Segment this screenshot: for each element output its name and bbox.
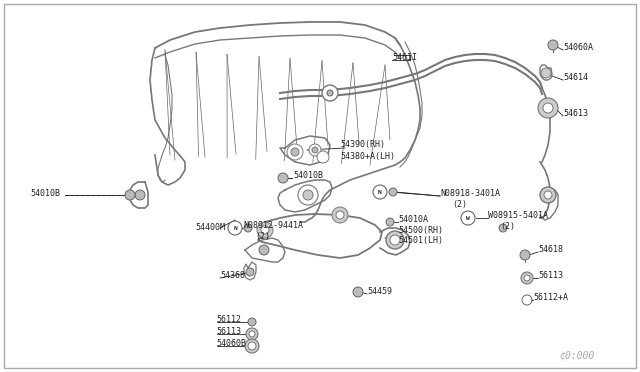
Circle shape bbox=[248, 342, 256, 350]
Circle shape bbox=[327, 90, 333, 96]
Circle shape bbox=[278, 173, 288, 183]
Text: N: N bbox=[378, 189, 382, 195]
Text: 54400M: 54400M bbox=[195, 224, 225, 232]
Text: (2): (2) bbox=[255, 232, 270, 241]
Circle shape bbox=[390, 235, 400, 245]
Circle shape bbox=[538, 98, 558, 118]
Circle shape bbox=[298, 185, 318, 205]
Circle shape bbox=[332, 207, 348, 223]
Text: 54501(LH): 54501(LH) bbox=[398, 235, 443, 244]
Text: 54010B: 54010B bbox=[293, 171, 323, 180]
Text: N: N bbox=[233, 225, 237, 231]
Circle shape bbox=[312, 147, 318, 153]
Text: (2): (2) bbox=[500, 221, 515, 231]
Text: 54614: 54614 bbox=[563, 74, 588, 83]
Circle shape bbox=[322, 85, 338, 101]
Circle shape bbox=[461, 211, 475, 225]
Circle shape bbox=[303, 190, 313, 200]
Text: 54390(RH): 54390(RH) bbox=[340, 141, 385, 150]
Circle shape bbox=[261, 226, 269, 234]
Circle shape bbox=[246, 268, 254, 276]
Circle shape bbox=[389, 188, 397, 196]
Circle shape bbox=[244, 224, 252, 232]
Text: 54010B: 54010B bbox=[30, 189, 60, 198]
Circle shape bbox=[540, 187, 556, 203]
Text: 56113: 56113 bbox=[216, 327, 241, 337]
Circle shape bbox=[135, 190, 145, 200]
Circle shape bbox=[353, 287, 363, 297]
Circle shape bbox=[309, 144, 321, 156]
Circle shape bbox=[249, 331, 255, 337]
Text: 54380+A(LH): 54380+A(LH) bbox=[340, 151, 395, 160]
Text: 54500(RH): 54500(RH) bbox=[398, 225, 443, 234]
Circle shape bbox=[287, 144, 303, 160]
Text: 56112: 56112 bbox=[216, 315, 241, 324]
Text: 54368: 54368 bbox=[220, 270, 245, 279]
Circle shape bbox=[291, 148, 299, 156]
Circle shape bbox=[125, 190, 135, 200]
Circle shape bbox=[499, 224, 507, 232]
Circle shape bbox=[548, 40, 558, 50]
Circle shape bbox=[245, 339, 259, 353]
Circle shape bbox=[259, 245, 269, 255]
Text: 54613: 54613 bbox=[563, 109, 588, 119]
Circle shape bbox=[336, 211, 344, 219]
Circle shape bbox=[317, 151, 329, 163]
Text: 56113: 56113 bbox=[538, 272, 563, 280]
Circle shape bbox=[520, 250, 530, 260]
Text: 54459: 54459 bbox=[367, 288, 392, 296]
Text: W08915-5401A: W08915-5401A bbox=[488, 211, 548, 219]
Circle shape bbox=[543, 103, 553, 113]
Text: 54060A: 54060A bbox=[563, 44, 593, 52]
Circle shape bbox=[373, 185, 387, 199]
Circle shape bbox=[386, 231, 404, 249]
Circle shape bbox=[248, 318, 256, 326]
Text: (2): (2) bbox=[452, 199, 467, 208]
Circle shape bbox=[524, 275, 530, 281]
Text: 54010A: 54010A bbox=[398, 215, 428, 224]
Circle shape bbox=[386, 218, 394, 226]
Text: N08912-9441A: N08912-9441A bbox=[243, 221, 303, 231]
Text: 54618: 54618 bbox=[538, 246, 563, 254]
Circle shape bbox=[544, 191, 552, 199]
Circle shape bbox=[246, 328, 258, 340]
Text: 5461I: 5461I bbox=[392, 52, 417, 61]
Circle shape bbox=[521, 272, 533, 284]
Circle shape bbox=[257, 222, 273, 238]
Text: W: W bbox=[466, 215, 470, 221]
Circle shape bbox=[228, 221, 242, 235]
Text: 56112+A: 56112+A bbox=[533, 294, 568, 302]
Circle shape bbox=[541, 68, 551, 78]
Text: ¢0:000: ¢0:000 bbox=[560, 350, 595, 360]
Text: N08918-3401A: N08918-3401A bbox=[440, 189, 500, 198]
Text: 54060B: 54060B bbox=[216, 340, 246, 349]
